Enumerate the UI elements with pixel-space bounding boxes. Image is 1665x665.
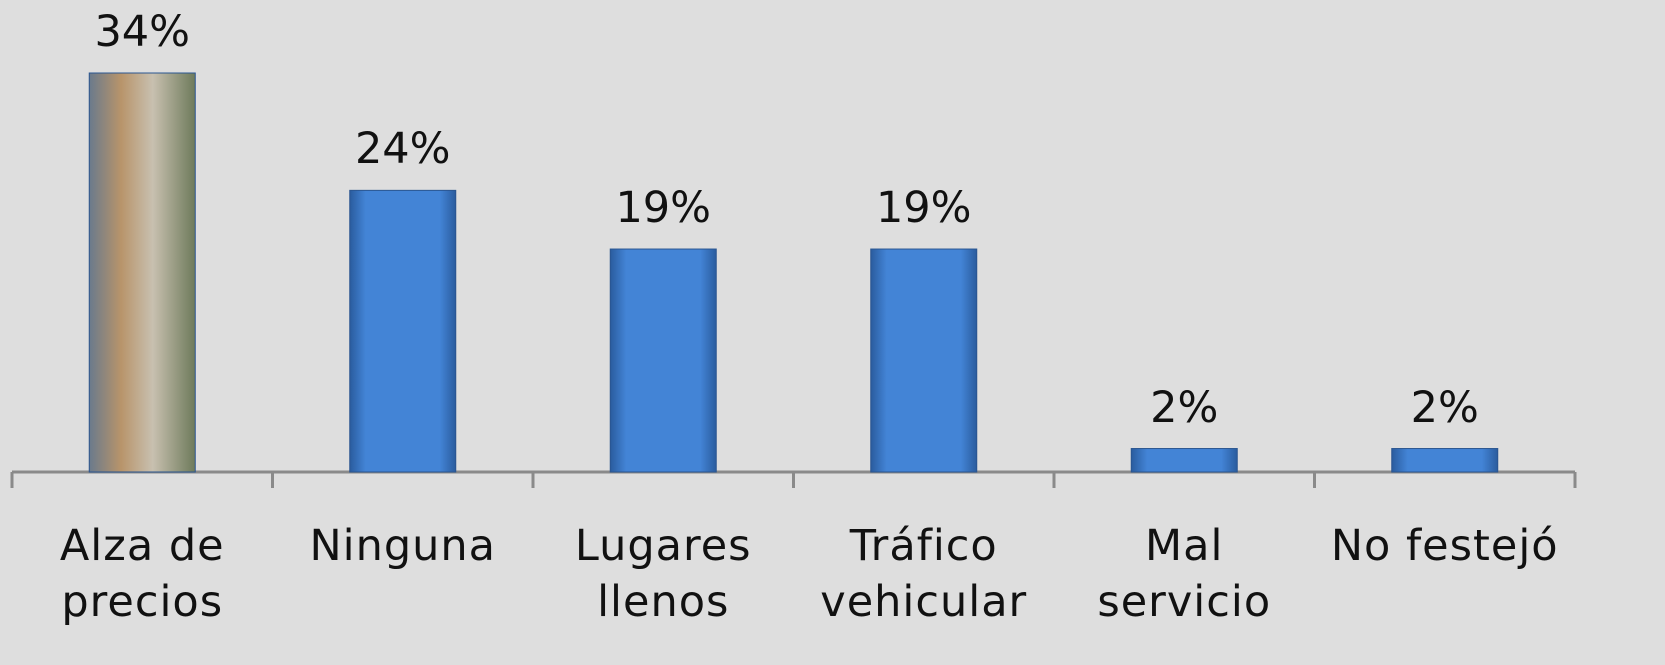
x-tick-label: Alza de precios: [59, 521, 225, 627]
value-label: 2%: [1150, 382, 1219, 433]
bar: [1391, 448, 1499, 473]
value-label: 2%: [1410, 382, 1479, 433]
bar: [88, 72, 196, 473]
bar: [609, 248, 717, 473]
x-tick-label: No festejó: [1330, 521, 1559, 571]
bar: [349, 189, 457, 473]
bar: [870, 248, 978, 473]
value-label: 24%: [354, 124, 451, 175]
value-label: 34%: [94, 7, 191, 57]
x-tick-label: Ninguna: [309, 521, 497, 571]
bar: [1130, 448, 1238, 473]
x-tick-label: Mal servicio: [1097, 521, 1272, 627]
x-tick-label: Tráfico vehicular: [820, 521, 1028, 627]
value-label: 19%: [615, 183, 712, 234]
value-label: 19%: [875, 183, 972, 234]
x-tick-label: Lugares llenos: [574, 521, 752, 627]
